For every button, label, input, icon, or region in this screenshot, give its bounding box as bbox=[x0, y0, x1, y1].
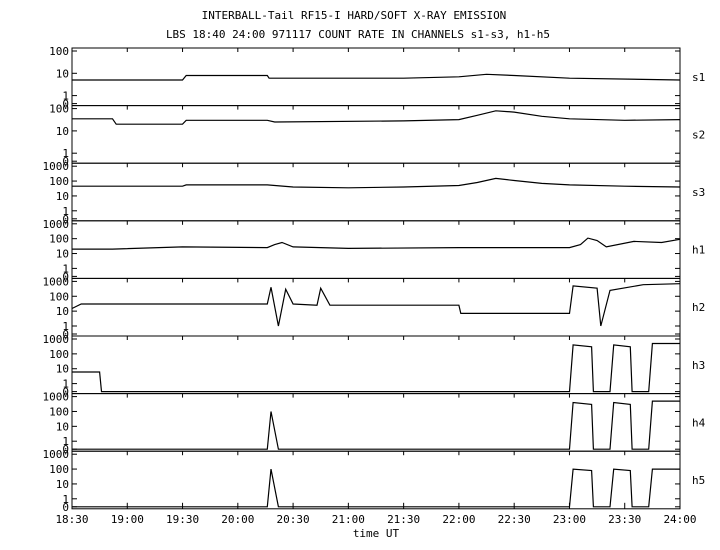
x-tick-label: 19:30 bbox=[166, 513, 199, 526]
x-axis-label: time UT bbox=[353, 527, 400, 540]
y-tick-label: 100 bbox=[49, 405, 69, 418]
y-tick-label: 1 bbox=[62, 147, 69, 160]
series-line-h5 bbox=[72, 468, 680, 508]
y-tick-label: 10 bbox=[56, 363, 69, 376]
x-tick-label: 21:30 bbox=[387, 513, 420, 526]
y-tick-label: 1000 bbox=[43, 275, 70, 288]
y-tick-label: 0 bbox=[62, 501, 69, 514]
channel-label-s1: s1 bbox=[692, 71, 705, 84]
y-tick-label: 100 bbox=[49, 463, 69, 476]
x-tick-label: 18:30 bbox=[55, 513, 88, 526]
series-line-h2 bbox=[71, 283, 681, 327]
y-tick-label: 10 bbox=[56, 67, 69, 80]
y-tick-label: 0 bbox=[62, 270, 69, 283]
channel-label-s3: s3 bbox=[692, 186, 705, 199]
y-tick-label: 1000 bbox=[43, 448, 70, 461]
series-line-h3 bbox=[72, 342, 680, 393]
x-tick-label: 20:30 bbox=[277, 513, 310, 526]
series-line-h4 bbox=[72, 400, 680, 450]
x-tick-label: 19:00 bbox=[111, 513, 144, 526]
y-tick-label: 1 bbox=[62, 435, 69, 448]
panel-frame bbox=[71, 450, 681, 510]
x-tick-label: 21:00 bbox=[332, 513, 365, 526]
channel-label-h2: h2 bbox=[692, 301, 705, 314]
y-tick-label: 1 bbox=[62, 378, 69, 391]
series-line-h1 bbox=[72, 237, 681, 250]
y-tick-label: 10 bbox=[56, 305, 69, 318]
y-tick-label: 1 bbox=[62, 205, 69, 218]
series-line-s2 bbox=[72, 110, 681, 125]
channel-label-h4: h4 bbox=[692, 416, 706, 429]
panel-h5: 1000 100 10 10 h5 bbox=[43, 448, 706, 514]
y-tick-label: 0 bbox=[62, 328, 69, 341]
y-tick-label: 0 bbox=[62, 386, 69, 399]
x-tick-label: 23:00 bbox=[553, 513, 586, 526]
channel-label-h1: h1 bbox=[692, 244, 705, 257]
y-tick-label: 1 bbox=[62, 320, 69, 333]
series-line-s3 bbox=[72, 177, 681, 189]
y-tick-label: 0 bbox=[62, 443, 69, 456]
y-tick-label: 1000 bbox=[43, 333, 70, 346]
y-tick-label: 100 bbox=[49, 233, 69, 246]
x-tick-label: 22:00 bbox=[442, 513, 475, 526]
y-tick-label: 10 bbox=[56, 190, 69, 203]
y-tick-label: 100 bbox=[49, 45, 69, 58]
y-tick-label: 10 bbox=[56, 125, 69, 138]
channel-label-h3: h3 bbox=[692, 359, 705, 372]
channel-label-h5: h5 bbox=[692, 474, 705, 487]
x-tick-label: 24:00 bbox=[663, 513, 696, 526]
y-tick-label: 0 bbox=[62, 98, 69, 111]
y-tick-label: 10 bbox=[56, 248, 69, 261]
y-tick-label: 0 bbox=[62, 213, 69, 226]
y-tick-label: 100 bbox=[49, 290, 69, 303]
x-tick-label: 22:30 bbox=[498, 513, 531, 526]
x-tick-label: 20:00 bbox=[221, 513, 254, 526]
y-tick-label: 100 bbox=[49, 348, 69, 361]
y-tick-label: 10 bbox=[56, 478, 69, 491]
y-tick-label: 10 bbox=[56, 420, 69, 433]
y-tick-label: 1000 bbox=[43, 218, 70, 231]
y-tick-label: 1 bbox=[62, 493, 69, 506]
x-tick-label: 23:30 bbox=[608, 513, 641, 526]
x-axis: 18:30 19:00 19:30 20:00 20:30 21:00 21:30 22:00… bbox=[55, 48, 697, 526]
y-tick-label: 0 bbox=[62, 155, 69, 168]
series-line-s1 bbox=[72, 73, 681, 81]
y-tick-label: 100 bbox=[49, 175, 69, 188]
panel-stack: 1001010s11001010s210001001010s3100010010… bbox=[43, 45, 706, 514]
chart-title: INTERBALL-Tail RF15-I HARD/SOFT X-RAY EM… bbox=[202, 9, 507, 22]
y-tick-label: 100 bbox=[49, 103, 69, 116]
y-tick-label: 1000 bbox=[43, 391, 70, 404]
chart-subtitle: LBS 18:40 24:00 971117 COUNT RATE IN CHA… bbox=[166, 28, 550, 41]
y-tick-label: 1000 bbox=[43, 160, 70, 173]
y-tick-label: 1 bbox=[62, 90, 69, 103]
panel-s2: 100 10 10 s2 bbox=[49, 103, 705, 169]
channel-label-s2: s2 bbox=[692, 128, 705, 141]
y-tick-label: 1 bbox=[62, 262, 69, 275]
